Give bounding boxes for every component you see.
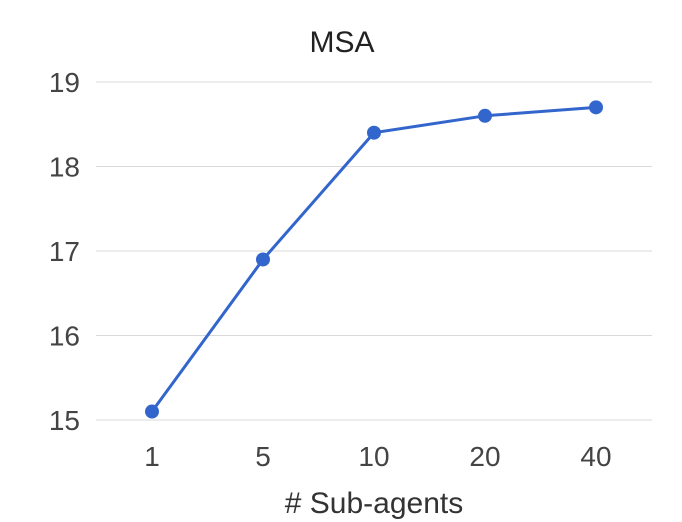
chart-title: MSA — [309, 26, 374, 59]
x-tick-label: 5 — [255, 441, 271, 472]
x-tick-label: 40 — [580, 441, 611, 472]
series-layer — [145, 100, 603, 419]
x-tick-label: 1 — [144, 441, 160, 472]
x-tick-label: 20 — [469, 441, 500, 472]
y-tick-label: 16 — [49, 321, 80, 352]
x-axis-ticks: 1 5 10 20 40 — [144, 441, 611, 472]
y-tick-label: 18 — [49, 152, 80, 183]
data-point — [367, 125, 381, 140]
series-line — [150, 105, 598, 414]
y-axis-ticks: 15 16 17 18 19 — [49, 67, 80, 436]
y-tick-label: 17 — [49, 236, 80, 267]
gridlines — [96, 81, 652, 421]
data-point — [145, 404, 159, 419]
x-axis-label: # Sub-agents — [285, 487, 463, 520]
data-point — [478, 108, 492, 123]
y-tick-label: 15 — [49, 405, 80, 436]
x-tick-label: 10 — [358, 441, 389, 472]
y-tick-label: 19 — [49, 67, 80, 98]
data-point — [589, 100, 603, 115]
data-point — [256, 252, 270, 267]
